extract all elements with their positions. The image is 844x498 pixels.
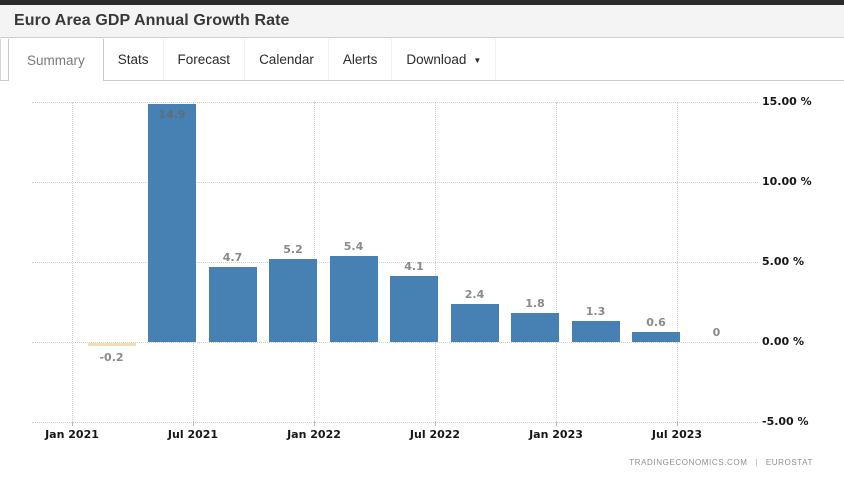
bar-value-label: 2.4 xyxy=(464,288,485,301)
tab-summary[interactable]: Summary xyxy=(8,39,104,82)
bar[interactable] xyxy=(148,104,196,342)
attribution-tradingeconomics-link[interactable]: TRADINGECONOMICS.COM xyxy=(629,458,748,467)
attribution-eurostat-link[interactable]: EUROSTAT xyxy=(765,458,813,467)
gridline-vertical xyxy=(435,102,436,422)
axis-tick xyxy=(556,422,557,426)
axis-tick xyxy=(193,422,194,426)
tab-alerts-label: Alerts xyxy=(342,52,378,67)
tab-forecast-label: Forecast xyxy=(177,52,231,67)
tab-bar: Summary Stats Forecast Calendar Alerts D… xyxy=(0,39,844,82)
gridline-horizontal xyxy=(32,422,758,423)
attribution-separator: | xyxy=(755,458,758,467)
axis-tick xyxy=(677,422,678,426)
gridline-horizontal xyxy=(32,182,758,183)
axis-tick xyxy=(314,422,315,426)
axis-tick xyxy=(435,422,436,426)
header: Euro Area GDP Annual Growth Rate xyxy=(0,5,844,38)
bar[interactable] xyxy=(269,259,317,342)
page-title: Euro Area GDP Annual Growth Rate xyxy=(14,12,290,29)
bar-value-label: 4.7 xyxy=(222,251,243,264)
tab-alerts[interactable]: Alerts xyxy=(329,39,393,80)
tab-stats-label: Stats xyxy=(117,52,149,67)
tab-forecast[interactable]: Forecast xyxy=(164,39,246,80)
x-axis-label: Jan 2022 xyxy=(287,428,341,441)
x-axis-label: Jan 2023 xyxy=(529,428,583,441)
bar[interactable] xyxy=(632,332,680,342)
bar[interactable] xyxy=(572,321,620,342)
bar-value-label: 4.1 xyxy=(404,260,424,273)
bar[interactable] xyxy=(88,343,136,346)
bar-value-label: -0.2 xyxy=(99,351,124,364)
bar-value-label: 1.3 xyxy=(585,305,606,318)
x-axis-label: Jul 2021 xyxy=(167,428,219,441)
axis-tick xyxy=(72,422,73,426)
bar-value-label: 0.6 xyxy=(646,316,666,329)
x-axis-label: Jul 2022 xyxy=(409,428,461,441)
caret-down-icon: ▼ xyxy=(473,56,482,65)
gridline-vertical xyxy=(677,102,678,422)
top-border xyxy=(0,0,844,5)
gridline-vertical xyxy=(556,102,557,422)
y-axis-label: 15.00 % xyxy=(762,95,812,108)
y-axis-label: 5.00 % xyxy=(762,255,804,268)
tab-bar-left-edge xyxy=(0,39,8,80)
bar[interactable] xyxy=(390,276,438,342)
attribution: TRADINGECONOMICS.COM | EUROSTAT xyxy=(629,458,813,467)
bar-chart: TRADINGECONOMICS.COM | EUROSTAT 15.00 % 1… xyxy=(0,81,844,498)
bar[interactable] xyxy=(511,313,559,342)
tab-summary-label: Summary xyxy=(27,53,85,68)
bar-value-label: 14.9 xyxy=(158,108,186,121)
tab-calendar-label: Calendar xyxy=(259,52,314,67)
tab-download[interactable]: Download ▼ xyxy=(392,39,497,80)
y-axis-label: 0.00 % xyxy=(762,335,804,348)
bar[interactable] xyxy=(451,304,499,342)
y-axis-label: -5.00 % xyxy=(762,415,809,428)
tab-stats[interactable]: Stats xyxy=(104,39,164,80)
x-axis-label: Jan 2021 xyxy=(45,428,99,441)
y-axis-label: 10.00 % xyxy=(762,175,812,188)
gridline-vertical xyxy=(72,102,73,422)
bar[interactable] xyxy=(209,267,257,342)
bar-value-label: 5.4 xyxy=(343,240,364,253)
bar[interactable] xyxy=(330,256,378,342)
tab-download-label: Download xyxy=(406,52,467,67)
bar-value-label: 5.2 xyxy=(283,243,303,256)
x-axis-label: Jul 2023 xyxy=(651,428,703,441)
tab-calendar[interactable]: Calendar xyxy=(245,39,329,80)
gridline-horizontal xyxy=(32,262,758,263)
gridline-horizontal xyxy=(32,102,758,103)
bar-value-label: 0 xyxy=(712,326,721,339)
gridline-horizontal xyxy=(32,342,758,343)
bar-value-label: 1.8 xyxy=(525,297,545,310)
